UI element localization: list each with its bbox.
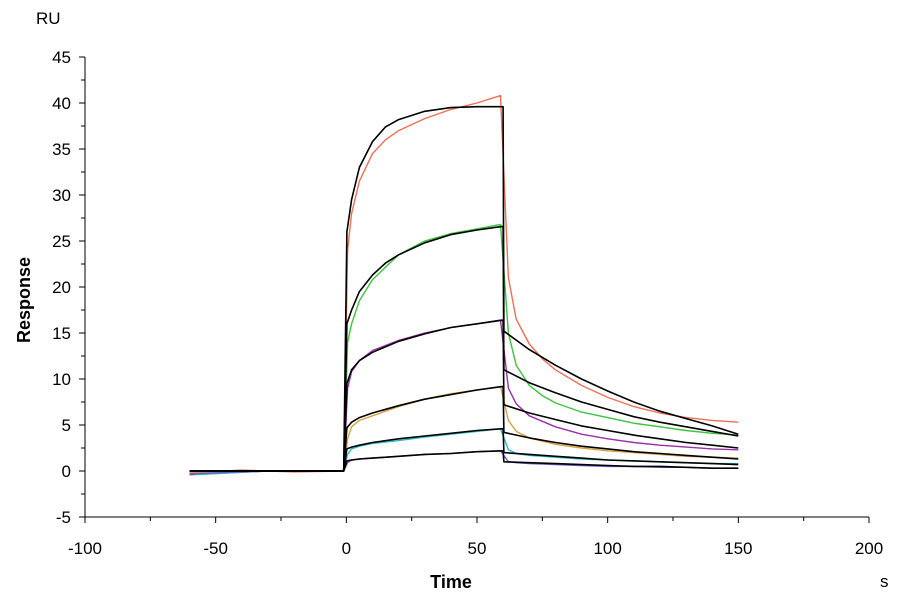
measured-curve-0 [189,94,739,474]
fit-curve-7 [189,225,739,472]
x-tick-label: 200 [855,539,883,558]
axes-layer [84,57,869,518]
measured-curve-3 [189,385,739,474]
x-tick-label: 0 [342,539,351,558]
labels-layer: RU s Time Response [14,9,889,592]
x-tick-label: 50 [468,539,487,558]
fit-curve-9 [189,385,739,472]
x-tick-label: 150 [724,539,752,558]
y-tick-label: 20 [52,278,71,297]
measured-curve-1 [189,223,739,475]
series-layer [189,94,739,476]
x-tick-label: -100 [68,539,102,558]
y-tick-label: 25 [52,232,71,251]
fit-curve-10 [189,427,739,472]
x-tick-label: 100 [593,539,621,558]
y-tick-label: 10 [52,370,71,389]
y-unit-label: RU [36,9,61,28]
measured-curve-2 [189,319,739,476]
y-tick-label: 40 [52,94,71,113]
x-tick-label: -50 [203,539,228,558]
y-tick-label: -5 [56,508,71,527]
fit-curve-6 [189,105,739,472]
y-tick-label: 30 [52,186,71,205]
fit-curve-11 [189,450,739,472]
y-tick-label: 35 [52,140,71,159]
x-axis-title: Time [430,572,472,592]
y-tick-label: 0 [62,462,71,481]
fit-curve-8 [189,319,739,472]
y-axis-title: Response [14,257,34,343]
y-tick-label: 45 [52,48,71,67]
y-tick-label: 5 [62,416,71,435]
y-tick-label: 15 [52,324,71,343]
x-unit-label: s [880,572,889,591]
